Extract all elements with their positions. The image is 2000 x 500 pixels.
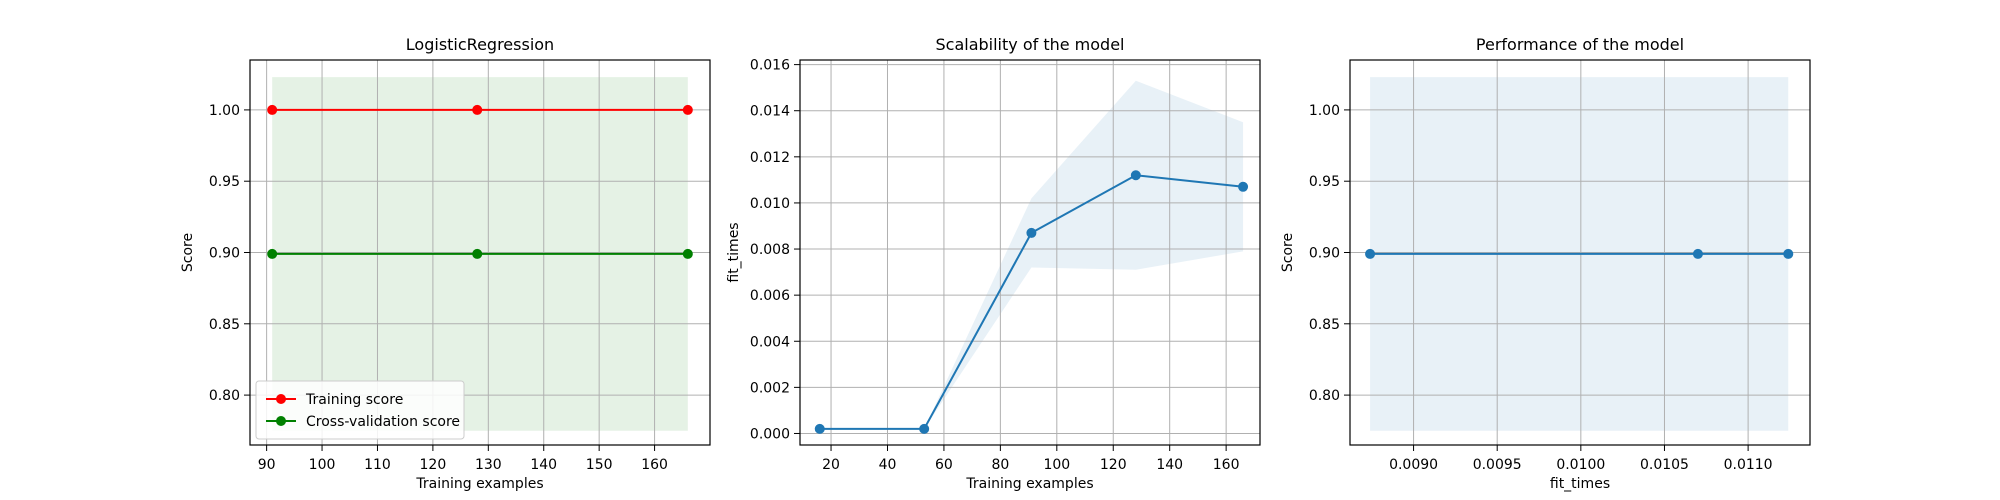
confidence-band-1 [819, 80, 1244, 429]
data-point [919, 423, 930, 434]
data-point [472, 248, 483, 259]
x-tick-label: 150 [586, 457, 613, 473]
y-tick-label: 0.014 [750, 104, 790, 120]
data-point [267, 104, 278, 115]
data-point [682, 104, 693, 115]
y-tick-label: 0.85 [209, 317, 240, 333]
x-tick-label: 120 [420, 457, 447, 473]
y-tick-label: 0.008 [750, 242, 790, 258]
y-tick-label: 0.004 [750, 334, 790, 350]
y-tick-label: 0.006 [750, 288, 790, 304]
data-point [1130, 170, 1141, 181]
y-tick-label: 0.90 [209, 246, 240, 262]
y-tick-label: 0.80 [1309, 388, 1340, 404]
x-tick-label: 160 [641, 457, 668, 473]
data-point [1783, 248, 1794, 259]
x-tick-label: 140 [530, 457, 557, 473]
x-tick-label: 0.0110 [1724, 457, 1773, 473]
y-axis-label: Score [1280, 233, 1296, 272]
data-point [267, 248, 278, 259]
y-tick-label: 0.95 [209, 174, 240, 190]
y-tick-label: 0.80 [209, 388, 240, 404]
y-tick-label: 0.90 [1309, 246, 1340, 262]
x-tick-label: 0.0100 [1556, 457, 1605, 473]
data-point [1692, 248, 1703, 259]
chart-panel-3: 0.0090 0.0095 0.0100 0.0105 0.0110 0.80 0.85 0.… [1280, 35, 1811, 492]
data-point [1026, 227, 1037, 238]
x-tick-label: 60 [935, 457, 953, 473]
chart-panel-2: 20 40 60 80 100 120 140 160 0.000 0.002 0.004 0.006… [726, 35, 1261, 492]
x-tick-label: 110 [364, 457, 391, 473]
x-axis-label: fit_times [1550, 476, 1610, 492]
chart-title: Scalability of the model [936, 35, 1125, 54]
y-tick-label: 0.002 [750, 380, 790, 396]
data-point [1238, 181, 1249, 192]
y-axis-label: fit_times [726, 222, 742, 282]
legend-swatch-marker [276, 394, 286, 404]
x-axis-label: Training examples [965, 476, 1093, 492]
y-tick-label: 0.000 [750, 426, 790, 442]
legend-label: Cross-validation score [306, 414, 460, 430]
x-tick-label: 120 [1100, 457, 1127, 473]
x-tick-label: 40 [879, 457, 897, 473]
x-tick-label: 100 [1043, 457, 1070, 473]
axes-frame [799, 59, 1261, 446]
legend-label: Training score [305, 392, 403, 408]
x-tick-label: 0.0095 [1473, 457, 1522, 473]
x-tick-label: 130 [475, 457, 502, 473]
x-tick-label: 0.0105 [1640, 457, 1689, 473]
y-tick-label: 0.85 [1309, 317, 1340, 333]
chart-title: Performance of the model [1476, 35, 1684, 54]
x-axis-label: Training examples [415, 476, 543, 492]
x-tick-label: 20 [822, 457, 840, 473]
data-point [814, 423, 825, 434]
chart-title: LogisticRegression [406, 35, 554, 54]
data-point [472, 104, 483, 115]
y-tick-label: 0.95 [1309, 174, 1340, 190]
legend-box [255, 380, 465, 440]
legend: Training score Cross-validation score [255, 380, 465, 440]
x-tick-label: 160 [1213, 457, 1240, 473]
x-tick-label: 0.0090 [1389, 457, 1438, 473]
legend-swatch-marker [276, 416, 286, 426]
y-tick-label: 1.00 [209, 103, 240, 119]
data-point [682, 248, 693, 259]
x-tick-label: 100 [309, 457, 336, 473]
y-tick-label: 0.016 [750, 58, 790, 74]
y-tick-label: 0.010 [750, 196, 790, 212]
y-tick-label: 1.00 [1309, 103, 1340, 119]
data-point [1365, 248, 1376, 259]
x-tick-label: 80 [991, 457, 1009, 473]
x-tick-label: 90 [258, 457, 276, 473]
y-axis-label: Score [180, 233, 196, 272]
y-tick-label: 0.012 [750, 150, 790, 166]
chart-panel-1: 90 100 110 120 130 140 150 160 0.80 0.85 0.90 0.95 1… [180, 35, 711, 492]
x-tick-label: 140 [1156, 457, 1183, 473]
